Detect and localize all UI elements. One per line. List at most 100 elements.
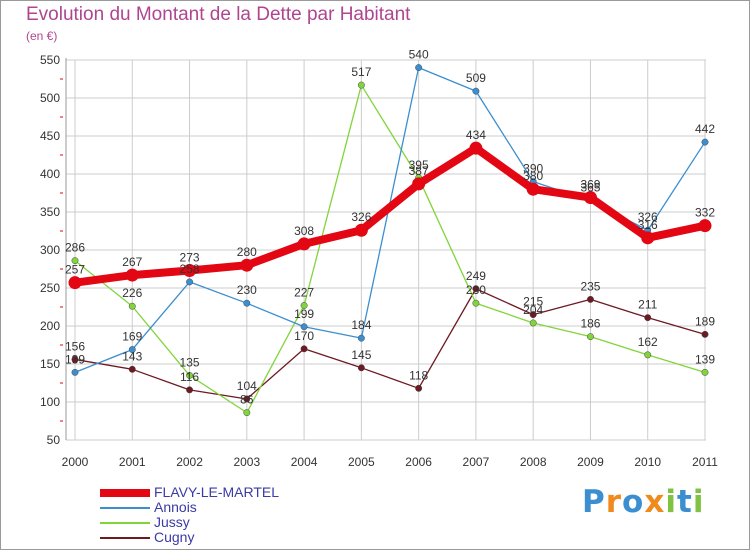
data-label-annois: 509 xyxy=(466,71,486,85)
x-tick-label: 2003 xyxy=(233,455,260,469)
y-tick-label: 400 xyxy=(40,167,60,181)
data-point-jussy xyxy=(529,319,537,327)
data-point-annois xyxy=(300,323,308,331)
data-label-jussy: 395 xyxy=(409,158,429,172)
data-label-annois: 442 xyxy=(695,122,715,136)
logo-letter: i xyxy=(665,484,677,520)
data-label-cugny: 189 xyxy=(695,314,715,328)
data-label-jussy: 286 xyxy=(65,241,85,255)
legend-label-flavy: FLAVY-LE-MARTEL xyxy=(154,484,280,500)
series-line-cugny xyxy=(74,288,706,400)
data-point-flavy-le-martel xyxy=(354,223,368,237)
y-tick-label: 50 xyxy=(47,433,61,447)
data-label-flavy-le-martel: 308 xyxy=(294,224,314,238)
legend-swatch-cugny xyxy=(100,537,150,539)
y-tick-label: 450 xyxy=(40,129,60,143)
data-point-jussy xyxy=(357,81,365,89)
data-label-jussy: 186 xyxy=(580,317,600,331)
data-label-cugny: 170 xyxy=(294,329,314,343)
data-label-annois: 258 xyxy=(180,262,200,276)
data-label-flavy-le-martel: 267 xyxy=(122,255,142,269)
data-label-annois: 139 xyxy=(65,352,85,366)
series-line-annois xyxy=(74,66,706,373)
data-point-cugny xyxy=(587,295,594,303)
data-point-flavy-le-martel xyxy=(469,141,483,155)
data-label-cugny: 249 xyxy=(466,269,486,283)
data-label-flavy-le-martel: 380 xyxy=(523,169,543,183)
y-tick-label: 250 xyxy=(40,281,60,295)
series-line-jussy xyxy=(74,84,706,414)
data-point-annois xyxy=(71,368,79,376)
x-tick-label: 2000 xyxy=(62,455,89,469)
x-tick-label: 2010 xyxy=(634,455,661,469)
logo-letter: i xyxy=(692,484,705,520)
data-label-flavy-le-martel: 280 xyxy=(237,245,257,259)
x-tick-label: 2009 xyxy=(577,455,604,469)
x-tick-label: 2005 xyxy=(348,455,375,469)
chart-subtitle: (en €) xyxy=(26,29,58,43)
legend-swatch-flavy xyxy=(100,489,150,497)
data-label-cugny: 215 xyxy=(523,295,543,309)
data-point-jussy xyxy=(243,409,251,417)
data-point-cugny xyxy=(357,364,365,372)
data-label-flavy-le-martel: 332 xyxy=(695,206,715,220)
data-label-cugny: 118 xyxy=(409,368,428,382)
legend-swatch-annois xyxy=(100,507,150,509)
data-point-flavy-le-martel xyxy=(297,237,311,251)
data-label-cugny: 235 xyxy=(580,279,600,293)
data-point-flavy-le-martel xyxy=(641,231,655,245)
data-point-cugny xyxy=(529,311,537,319)
data-point-jussy xyxy=(300,302,308,309)
y-tick-label: 100 xyxy=(40,395,60,409)
data-point-annois xyxy=(701,138,709,146)
data-label-jussy: 230 xyxy=(466,283,486,297)
data-label-cugny: 145 xyxy=(351,348,371,362)
data-point-annois xyxy=(243,299,251,307)
data-label-annois: 184 xyxy=(351,318,371,332)
data-point-flavy-le-martel xyxy=(125,268,139,282)
data-label-cugny: 104 xyxy=(237,379,257,393)
data-label-jussy: 86 xyxy=(240,393,254,407)
data-label-jussy: 226 xyxy=(122,286,142,300)
data-point-cugny xyxy=(415,384,423,392)
data-point-jussy xyxy=(128,302,136,310)
data-point-flavy-le-martel xyxy=(68,276,82,290)
data-label-jussy: 139 xyxy=(695,352,715,366)
y-tick-label: 150 xyxy=(40,357,60,371)
data-label-jussy: 162 xyxy=(638,335,658,349)
logo-letter: t xyxy=(676,484,693,520)
data-point-cugny xyxy=(472,285,480,293)
y-tick-label: 300 xyxy=(40,243,60,257)
data-point-flavy-le-martel xyxy=(583,191,597,205)
legend-label-jussy: Jussy xyxy=(154,514,190,530)
y-tick-label: 350 xyxy=(40,205,60,219)
data-label-annois: 169 xyxy=(122,330,142,344)
data-label-annois: 540 xyxy=(409,48,429,62)
data-point-jussy xyxy=(71,257,79,265)
data-point-cugny xyxy=(300,345,308,353)
data-point-annois xyxy=(186,278,193,286)
data-label-annois: 230 xyxy=(237,283,257,297)
legend-label-cugny: Cugny xyxy=(154,529,195,545)
data-label-flavy-le-martel: 257 xyxy=(65,263,85,277)
data-label-flavy-le-martel: 369 xyxy=(580,178,600,192)
data-point-annois xyxy=(128,346,136,354)
data-point-annois xyxy=(472,87,480,95)
data-point-jussy xyxy=(587,333,594,341)
data-label-flavy-le-martel: 273 xyxy=(180,251,200,265)
x-tick-label: 2001 xyxy=(119,455,146,469)
logo-letter: r xyxy=(605,484,623,520)
data-label-jussy: 204 xyxy=(523,303,543,317)
data-point-cugny xyxy=(701,330,709,338)
data-label-flavy-le-martel: 316 xyxy=(638,218,658,232)
data-label-annois: 199 xyxy=(294,307,314,321)
legend-label-annois: Annois xyxy=(154,499,197,515)
x-tick-label: 2002 xyxy=(176,455,203,469)
data-label-cugny: 116 xyxy=(180,370,199,384)
data-label-jussy: 517 xyxy=(351,65,371,79)
data-point-flavy-le-martel xyxy=(240,258,254,272)
data-label-flavy-le-martel: 434 xyxy=(466,128,486,142)
data-point-jussy xyxy=(472,299,480,307)
logo-letter: P xyxy=(582,484,606,520)
data-point-flavy-le-martel xyxy=(412,177,426,191)
